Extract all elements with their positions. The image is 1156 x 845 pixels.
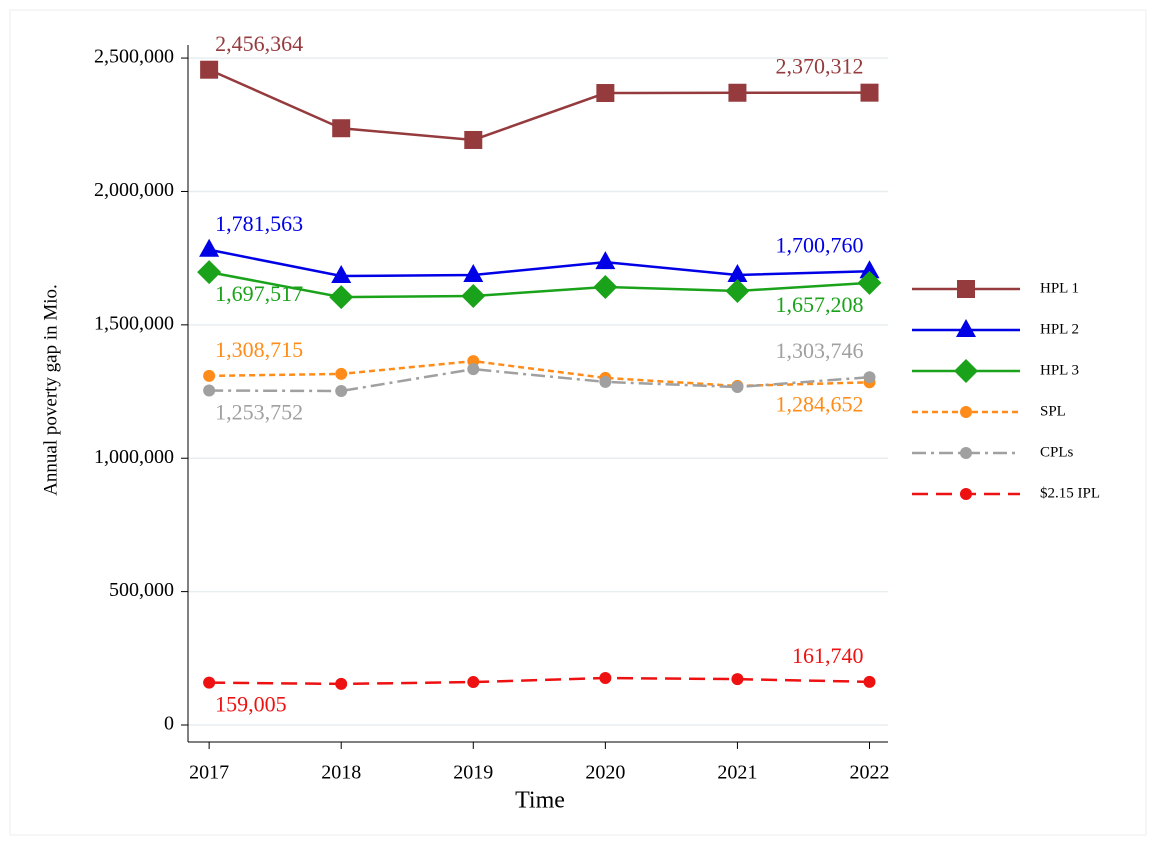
value-label: 1,781,563	[215, 211, 303, 236]
data-point	[727, 263, 748, 282]
data-point	[464, 130, 483, 149]
legend-label: HPL 1	[1040, 280, 1079, 296]
legend-marker	[960, 406, 972, 418]
legend-label: HPL 3	[1040, 362, 1079, 378]
legend-marker	[956, 319, 976, 337]
value-label: 1,284,652	[776, 391, 864, 416]
data-point	[197, 260, 222, 285]
value-label: 1,303,746	[776, 338, 864, 363]
x-tick-label: 2018	[321, 762, 361, 784]
x-tick-label: 2019	[453, 762, 493, 784]
legend-marker	[957, 280, 975, 298]
data-point	[595, 251, 616, 270]
y-tick-label: 1,500,000	[94, 312, 174, 334]
data-point	[725, 278, 750, 303]
value-label: 1,700,760	[776, 232, 864, 257]
data-point	[599, 672, 612, 685]
legend-marker	[960, 488, 972, 500]
legend-label: CPLs	[1040, 444, 1074, 460]
y-tick-label: 2,000,000	[94, 179, 174, 201]
data-point	[203, 369, 216, 382]
data-point	[596, 84, 615, 103]
data-point	[461, 284, 486, 309]
data-point	[728, 83, 747, 102]
value-label: 2,456,364	[215, 31, 303, 56]
data-point	[332, 119, 351, 138]
x-tick-label: 2021	[717, 762, 757, 784]
y-tick-label: 2,500,000	[94, 46, 174, 68]
data-point	[329, 285, 354, 310]
data-point	[859, 260, 880, 279]
legend-marker	[954, 359, 978, 383]
series-line	[208, 270, 870, 299]
data-point	[199, 238, 220, 257]
data-point	[335, 677, 348, 690]
data-point	[331, 265, 352, 284]
value-label: 159,005	[215, 692, 287, 717]
frame	[9, 9, 1147, 836]
x-tick-label: 2017	[189, 762, 229, 784]
data-point	[203, 676, 216, 689]
value-label: 1,308,715	[215, 337, 303, 362]
y-axis-title: Annual poverty gap in Mio.	[40, 284, 61, 496]
legend-label: $2.15 IPL	[1040, 485, 1100, 501]
value-label: 161,740	[792, 643, 864, 668]
data-point	[731, 381, 744, 394]
data-point	[863, 675, 876, 688]
y-tick-label: 0	[164, 713, 174, 735]
data-point	[593, 274, 618, 299]
series-line	[208, 248, 870, 278]
data-point	[731, 673, 744, 686]
data-point	[599, 375, 612, 388]
value-label: 2,370,312	[776, 54, 864, 79]
series-line	[209, 676, 870, 686]
data-point	[467, 363, 480, 376]
y-tick-label: 1,000,000	[94, 446, 174, 468]
value-label: 1,657,208	[776, 292, 864, 317]
series-line	[208, 68, 870, 142]
value-label: 1,253,752	[215, 400, 303, 425]
data-point	[467, 676, 480, 689]
data-point	[335, 385, 348, 398]
data-point	[463, 263, 484, 282]
data-point	[200, 60, 219, 79]
legend-marker	[960, 447, 972, 459]
data-point	[863, 371, 876, 384]
data-point	[203, 384, 216, 397]
x-tick-label: 2022	[850, 762, 890, 784]
x-axis-title: Time	[515, 788, 565, 814]
data-point	[857, 270, 882, 295]
value-label: 1,697,517	[215, 281, 303, 306]
legend-label: HPL 2	[1040, 321, 1079, 337]
legend-label: SPL	[1040, 403, 1066, 419]
data-point	[860, 83, 879, 102]
series-line	[209, 367, 870, 393]
y-tick-label: 500,000	[109, 579, 174, 601]
data-point	[335, 367, 348, 380]
x-tick-label: 2020	[585, 762, 625, 784]
